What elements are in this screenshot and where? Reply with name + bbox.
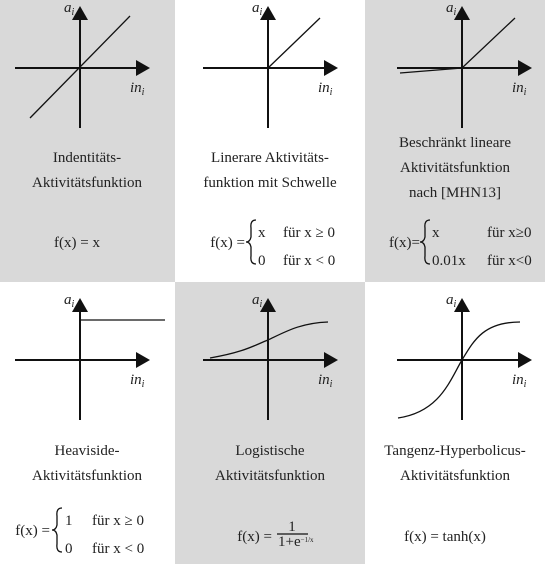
panel-bg xyxy=(0,0,175,282)
curve xyxy=(397,321,521,419)
y-axis-label: ai xyxy=(252,0,263,18)
formula-case-value: 0 xyxy=(65,541,73,557)
panel-title: nach [MHN13] xyxy=(409,185,501,201)
formula-case-condition: für x≥0 xyxy=(487,225,531,241)
formula-case-condition: für x < 0 xyxy=(92,541,144,557)
y-axis-label-text: a xyxy=(252,0,260,16)
panel-title: Aktivitätsfunktion xyxy=(400,468,510,484)
x-axis-label: ini xyxy=(318,80,333,98)
x-axis-label-sub: i xyxy=(524,379,527,390)
formula-case-condition: für x ≥ 0 xyxy=(283,225,335,241)
panel-bg xyxy=(365,0,545,282)
y-axis-label-text: a xyxy=(446,292,454,308)
panel-bg xyxy=(175,282,365,564)
formula: f(x) = x xyxy=(54,235,100,251)
x-axis-label: ini xyxy=(512,372,527,390)
y-axis-label-sub: i xyxy=(454,7,457,18)
panel-title: Tangenz-Hyperbolicus- xyxy=(384,443,525,459)
y-axis-label-sub: i xyxy=(260,299,263,310)
formula-case-value: x xyxy=(258,225,266,241)
y-axis-label-text: a xyxy=(252,292,260,308)
y-axis-label: ai xyxy=(446,292,457,310)
y-axis-label-sub: i xyxy=(260,7,263,18)
y-axis-label: ai xyxy=(446,0,457,18)
formula-numerator: 1 xyxy=(288,519,296,535)
x-axis-label-text: in xyxy=(318,372,330,388)
y-axis-label: ai xyxy=(64,0,75,18)
x-axis-label-sub: i xyxy=(330,87,333,98)
panel-title: funktion mit Schwelle xyxy=(203,175,337,191)
x-axis-label-text: in xyxy=(318,80,330,96)
formula-denominator: 1+e−1/x xyxy=(278,534,314,550)
y-axis-label-sub: i xyxy=(72,299,75,310)
formula-case-condition: für x < 0 xyxy=(283,253,335,269)
y-axis-label: ai xyxy=(252,292,263,310)
x-axis-label-sub: i xyxy=(142,87,145,98)
x-axis-label: ini xyxy=(130,80,145,98)
formula-case-value: x xyxy=(432,225,440,241)
x-axis-label: ini xyxy=(318,372,333,390)
formula-lhs: f(x)= xyxy=(389,235,420,251)
x-axis-label-sub: i xyxy=(142,379,145,390)
formula-case-condition: für x<0 xyxy=(487,253,532,269)
y-axis-label-text: a xyxy=(64,292,72,308)
panel-title: Heaviside- xyxy=(55,443,120,459)
panel-title: Beschränkt lineare xyxy=(399,135,511,151)
x-axis-label-text: in xyxy=(512,80,524,96)
panel-title: Indentitäts- xyxy=(53,150,121,166)
formula-case-value: 1 xyxy=(65,513,73,529)
formula-lhs: f(x) = xyxy=(210,235,245,251)
formula-exponent: −1/x xyxy=(301,536,314,544)
x-axis-label-sub: i xyxy=(330,379,333,390)
panel-title: Aktivitätsfunktion xyxy=(32,468,142,484)
formula-denominator-base: 1+e xyxy=(278,534,301,550)
x-axis-label-text: in xyxy=(130,372,142,388)
x-axis-label: ini xyxy=(512,80,527,98)
formula-brace xyxy=(51,507,63,553)
x-axis-label-sub: i xyxy=(524,87,527,98)
panel-title: Aktivitätsfunktion xyxy=(400,160,510,176)
formula: f(x) = tanh(x) xyxy=(404,529,486,545)
y-axis-label-text: a xyxy=(446,0,454,16)
x-axis-label-text: in xyxy=(130,80,142,96)
y-axis-label-sub: i xyxy=(454,299,457,310)
y-axis-label: ai xyxy=(64,292,75,310)
panel-title: Aktivitätsfunktion xyxy=(32,175,142,191)
formula-brace xyxy=(419,219,431,265)
curve xyxy=(267,17,321,69)
formula-case-value: 0 xyxy=(258,253,266,269)
x-axis-label: ini xyxy=(130,372,145,390)
formula-case-condition: für x ≥ 0 xyxy=(92,513,144,529)
formula-brace xyxy=(245,219,257,265)
panel-title: Linerare Aktivitäts- xyxy=(211,150,329,166)
panel-title: Logistische xyxy=(235,443,304,459)
y-axis-label-sub: i xyxy=(72,7,75,18)
x-axis-label-text: in xyxy=(512,372,524,388)
formula-lhs: f(x) = xyxy=(237,529,272,545)
formula-case-value: 0.01x xyxy=(432,253,466,269)
y-axis-label-text: a xyxy=(64,0,72,16)
formula-lhs: f(x) = xyxy=(15,523,50,539)
panel-title: Aktivitätsfunktion xyxy=(215,468,325,484)
